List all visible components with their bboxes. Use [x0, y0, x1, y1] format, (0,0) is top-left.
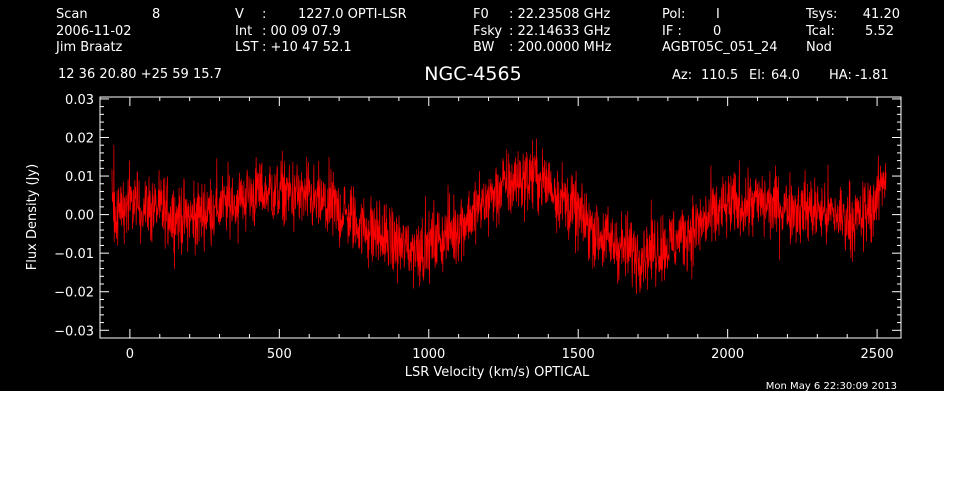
- tsys-label: Tsys:: [805, 7, 837, 22]
- v-separator: :: [262, 7, 266, 22]
- lst-value: : +10 47 52.1: [262, 40, 352, 55]
- if-value: 0: [713, 24, 721, 39]
- y-tick-label: 0.03: [65, 93, 94, 108]
- chart-title: NGC-4565: [424, 63, 521, 85]
- pol-label: Pol:: [662, 7, 685, 22]
- x-tick-label: 1000: [412, 347, 445, 362]
- y-tick-label: −0.01: [54, 247, 94, 262]
- scan-value: 8: [152, 7, 160, 22]
- bw-value: : 200.0000 MHz: [509, 40, 612, 55]
- source-coordinates: 12 36 20.80 +25 59 15.7: [58, 67, 222, 82]
- observer-name: Jim Braatz: [55, 40, 123, 55]
- v-label: V: [235, 7, 244, 22]
- int-label: Int: [235, 24, 252, 39]
- if-label: IF :: [662, 24, 682, 39]
- y-tick-label: −0.02: [54, 286, 94, 301]
- fsky-label: Fsky: [473, 24, 502, 39]
- x-axis-ticks: 0 500 1000 1500 2000 2500: [99, 97, 894, 362]
- tcal-value: 5.52: [865, 24, 894, 39]
- bw-label: BW: [473, 40, 494, 55]
- scan-label: Scan: [56, 7, 88, 22]
- spectrum-series-line: [111, 138, 887, 295]
- az-label: Az:: [672, 68, 692, 83]
- x-tick-label: 2000: [711, 347, 744, 362]
- obs-date: 2006-11-02: [56, 24, 132, 39]
- y-axis-ticks: −0.03 −0.02 −0.01 0.00 0.01 0.02 0.03: [54, 93, 901, 339]
- tsys-value: 41.20: [863, 7, 900, 22]
- f0-label: F0: [473, 7, 489, 22]
- el-label: El:: [749, 68, 765, 83]
- pol-value: I: [716, 7, 720, 22]
- plot-panel: Scan 8 2006-11-02 Jim Braatz V : 1227.0 …: [0, 0, 944, 391]
- y-tick-label: −0.03: [54, 324, 94, 339]
- x-axis-label: LSR Velocity (km/s) OPTICAL: [405, 365, 590, 380]
- ha-value: -1.81: [855, 68, 889, 83]
- az-value: 110.5: [701, 68, 738, 83]
- el-value: 64.0: [771, 68, 800, 83]
- x-tick-label: 0: [126, 347, 134, 362]
- ha-label: HA:: [829, 68, 852, 83]
- project-id: AGBT05C_051_24: [662, 40, 778, 55]
- plot-frame: [99, 96, 902, 339]
- tcal-label: Tcal:: [805, 24, 835, 39]
- y-tick-label: 0.01: [65, 170, 94, 185]
- x-tick-label: 1500: [562, 347, 595, 362]
- obs-mode: Nod: [806, 40, 832, 55]
- y-tick-label: 0.02: [65, 131, 94, 146]
- y-tick-label: 0.00: [65, 209, 94, 224]
- int-value: : 00 09 07.9: [262, 24, 341, 39]
- f0-value: : 22.23508 GHz: [509, 7, 611, 22]
- fsky-value: : 22.14633 GHz: [509, 24, 611, 39]
- lst-label: LST: [235, 40, 258, 55]
- x-tick-label: 2500: [861, 347, 894, 362]
- x-tick-label: 500: [267, 347, 292, 362]
- spectrum-chart: Scan 8 2006-11-02 Jim Braatz V : 1227.0 …: [25, 7, 902, 391]
- y-axis-label: Flux Density (Jy): [25, 164, 40, 270]
- plot-timestamp: Mon May 6 22:30:09 2013: [766, 381, 897, 391]
- v-value: 1227.0 OPTI-LSR: [298, 7, 407, 22]
